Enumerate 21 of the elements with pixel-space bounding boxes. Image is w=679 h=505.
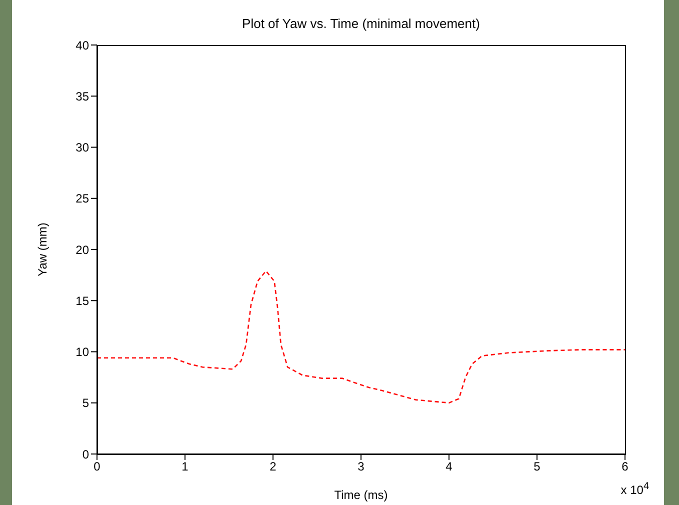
y-tick-label: 10 [76,345,90,360]
y-tick-label: 0 [82,447,90,462]
y-tick-label: 30 [76,140,90,155]
x-axis-title: Time (ms) [334,488,388,502]
x-tick-label: 2 [270,460,277,474]
y-tick-label: 25 [76,192,90,206]
y-tick-label: 40 [76,38,90,52]
line-series [97,270,625,404]
y-tick-label: 15 [76,294,90,308]
x-tick-label: 4 [446,460,453,474]
x-tick-label: 6 [622,460,629,474]
x-tick-label: 5 [534,460,541,474]
x-tick-label: 1 [182,460,189,474]
text: x 10$^{4}$ [620,481,649,497]
y-tick-label: 35 [76,89,90,104]
y-tick-label: 5 [82,396,90,410]
x-tick-label: 0 [94,460,101,474]
y-tick-label: 20 [76,242,90,257]
y-axis-title: Yaw (mm) [35,222,50,276]
x-tick-label: 3 [358,460,365,474]
chart-title: Plot of Yaw vs. Time (minimal movement) [241,16,481,31]
